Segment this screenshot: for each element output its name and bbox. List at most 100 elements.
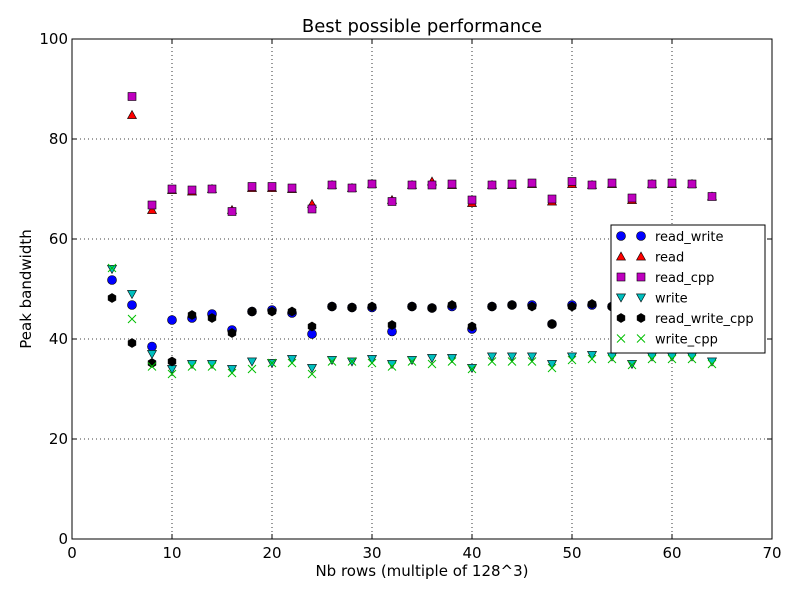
legend-marker-read_write_cpp	[616, 313, 626, 323]
data-point-write_cpp	[527, 357, 537, 366]
data-point-read_cpp	[487, 180, 497, 190]
data-point-read_cpp	[427, 180, 437, 190]
legend-entry-read_write_cpp: read_write_cpp	[616, 312, 754, 327]
legend-entry-write_cpp: write_cpp	[616, 333, 718, 348]
data-point-read_write_cpp	[427, 303, 437, 313]
data-point-read_write_cpp	[267, 306, 277, 317]
data-point-read_cpp	[227, 207, 237, 216]
data-point-write_cpp	[207, 362, 217, 371]
data-point-write	[326, 356, 338, 366]
data-point-write_cpp	[247, 364, 257, 374]
data-point-read_cpp	[507, 179, 517, 189]
data-point-read_write_cpp	[327, 301, 337, 312]
data-point-read_cpp	[407, 180, 417, 190]
y-tick-label: 60	[49, 230, 68, 248]
data-point-read_write_cpp	[367, 301, 377, 312]
x-tick-label: 10	[162, 544, 181, 562]
y-tick-label: 0	[58, 530, 68, 548]
data-point-write_cpp	[227, 368, 237, 378]
data-point-read_write_cpp	[207, 313, 217, 323]
data-point-read_cpp	[547, 194, 557, 204]
data-point-write_cpp	[167, 369, 177, 379]
data-point-read_write_cpp	[187, 310, 197, 320]
legend-entry-write: write	[615, 292, 688, 307]
data-point-write	[506, 352, 518, 362]
data-point-read_write_cpp	[247, 306, 257, 317]
x-tick-label: 50	[562, 544, 581, 562]
data-point-write	[106, 265, 118, 275]
data-point-write_cpp	[287, 358, 297, 368]
legend-marker-write	[615, 293, 627, 303]
data-point-write_cpp	[607, 354, 617, 364]
data-point-write_cpp	[367, 358, 377, 368]
data-point-write_cpp	[507, 357, 517, 366]
y-axis-title: Peak bandwidth	[17, 229, 35, 348]
data-point-read_write	[147, 341, 157, 352]
data-point-read_cpp	[247, 182, 257, 191]
data-point-read_cpp	[307, 204, 317, 214]
data-point-read_write_cpp	[547, 319, 557, 329]
data-point-write	[126, 290, 138, 300]
data-point-write_cpp	[407, 357, 417, 366]
legend-marker-read_write	[616, 231, 626, 241]
data-point-write	[586, 351, 598, 361]
data-point-write_cpp	[467, 364, 477, 374]
legend-marker-read_cpp	[616, 272, 626, 282]
legend-label: write	[655, 292, 688, 307]
data-point-write	[306, 364, 318, 374]
data-point-read_cpp	[627, 193, 637, 203]
data-point-read_cpp	[387, 197, 397, 206]
data-point-write	[146, 350, 158, 360]
data-point-write	[526, 352, 538, 362]
legend-marker-write_cpp	[636, 334, 646, 343]
data-point-read	[126, 109, 138, 119]
data-point-read_write_cpp	[307, 321, 317, 332]
data-point-write_cpp	[667, 354, 677, 364]
data-point-write_cpp	[307, 369, 317, 379]
data-point-read_write_cpp	[567, 301, 577, 312]
data-point-write_cpp	[327, 357, 337, 366]
data-point-read	[146, 204, 158, 214]
data-point-write	[226, 365, 238, 375]
legend-label: read_write	[655, 230, 723, 245]
y-tick-label: 100	[39, 30, 68, 48]
legend-label: read	[655, 251, 684, 266]
data-point-read_cpp	[147, 200, 157, 210]
data-point-read_cpp	[707, 192, 717, 201]
data-point-read_cpp	[347, 183, 357, 193]
y-tick-label: 40	[49, 330, 68, 348]
y-tick-label: 20	[49, 430, 68, 448]
data-point-read_cpp	[167, 184, 177, 194]
legend-marker-read	[635, 251, 647, 261]
data-point-read_write_cpp	[467, 321, 477, 332]
data-point-read_cpp	[687, 179, 697, 189]
data-point-read_write_cpp	[347, 302, 357, 313]
data-point-write_cpp	[147, 362, 157, 371]
legend-label: read_write_cpp	[655, 312, 754, 327]
data-point-read_cpp	[607, 178, 617, 188]
data-point-write_cpp	[387, 362, 397, 371]
data-point-read_cpp	[267, 182, 277, 191]
legend-marker-write	[635, 293, 647, 303]
series-write_cpp	[107, 263, 717, 379]
legend-entry-read_cpp: read_cpp	[616, 271, 714, 286]
data-point-read_cpp	[467, 195, 477, 205]
data-point-write_cpp	[267, 358, 277, 368]
data-point-read_cpp	[447, 179, 457, 189]
chart-title: Best possible performance	[302, 16, 542, 37]
data-point-read_write_cpp	[527, 301, 537, 312]
data-point-read_write	[127, 300, 137, 310]
data-point-read_cpp	[667, 178, 677, 188]
data-point-write_cpp	[647, 354, 657, 364]
data-point-read_write_cpp	[487, 301, 497, 312]
data-point-write_cpp	[347, 357, 357, 366]
data-points	[106, 92, 718, 379]
x-tick-label: 70	[762, 544, 781, 562]
grid	[72, 39, 772, 539]
y-tick-label: 80	[49, 130, 68, 148]
data-point-write_cpp	[107, 263, 117, 273]
data-point-write_cpp	[487, 357, 497, 366]
data-point-read_write	[167, 315, 177, 325]
x-axis-title: Nb rows (multiple of 128^3)	[315, 562, 528, 580]
data-point-write_cpp	[567, 355, 577, 365]
